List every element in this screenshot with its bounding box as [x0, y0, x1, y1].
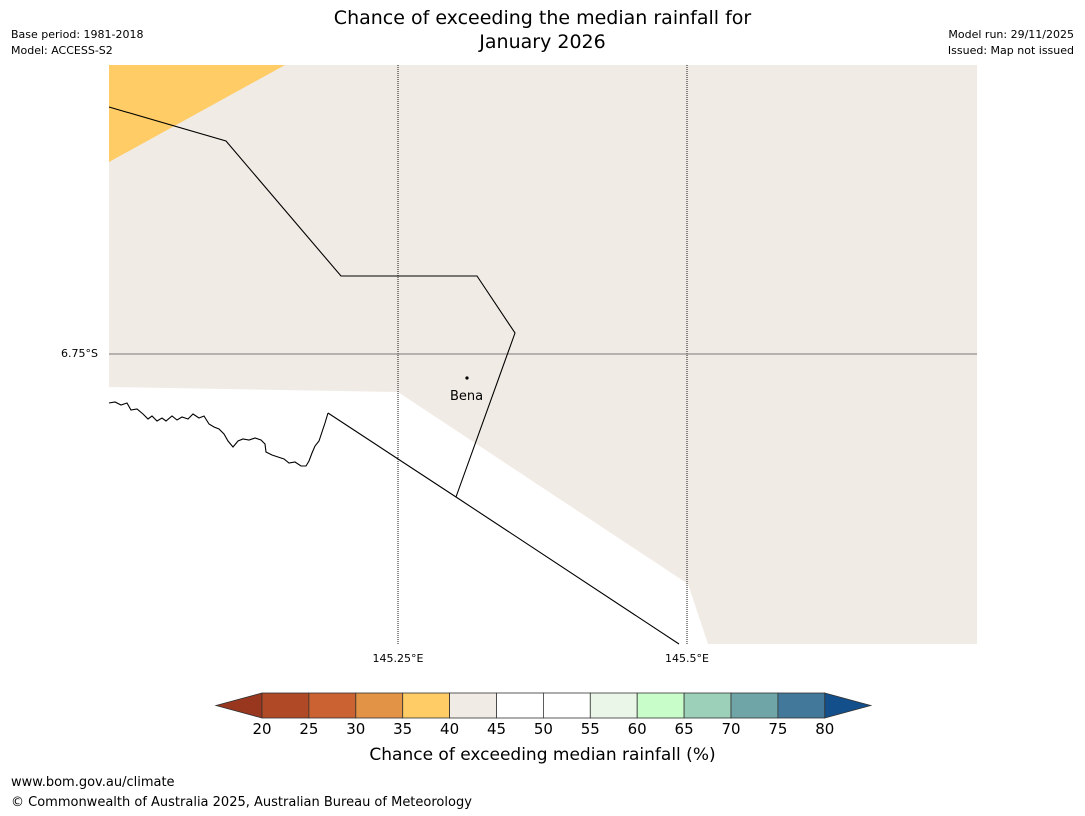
colorbar-segment	[402, 692, 451, 719]
bena-marker	[465, 376, 469, 380]
colorbar-segment	[589, 692, 638, 719]
colorbar-segment	[730, 692, 779, 719]
colorbar-segment	[449, 692, 497, 719]
colorbar-tick-label: 50	[533, 720, 553, 738]
footer-url: www.bom.gov.au/climate	[11, 775, 175, 790]
colorbar-label: Chance of exceeding median rainfall (%)	[369, 745, 716, 765]
province-border-south	[327, 412, 680, 645]
colorbar-segment	[636, 692, 685, 719]
lat-label: 6.75°S	[61, 347, 98, 360]
title-line-1: Chance of exceeding the median rainfall …	[333, 7, 752, 29]
colorbar-segment	[308, 692, 357, 719]
colorbar-tick-label: 30	[346, 720, 366, 738]
colorbar-tick-label: 20	[252, 720, 272, 738]
colorbar-tick-label: 80	[815, 720, 835, 738]
base-period: Base period: 1981-2018	[11, 28, 144, 41]
colorbar-segment	[261, 692, 310, 719]
colorbar-tick-label: 60	[627, 720, 647, 738]
colorbar-segment	[777, 692, 826, 719]
band-35-40-region	[109, 65, 285, 162]
colorbar-segment	[355, 692, 404, 719]
meta-left: Base period: 1981-2018 Model: ACCESS-S2	[11, 27, 143, 59]
colorbar-tick-label: 55	[580, 720, 600, 738]
colorbar-segment	[496, 692, 544, 719]
colorbar-tick-label: 75	[768, 720, 788, 738]
place-label-bena: Bena	[450, 389, 484, 404]
model-run: Model run: 29/11/2025	[948, 28, 1074, 41]
colorbar-under-arrow	[214, 692, 263, 719]
issued-status: Issued: Map not issued	[947, 44, 1074, 57]
footer-copyright: © Commonwealth of Australia 2025, Austra…	[11, 795, 472, 810]
colorbar-tick-label: 65	[674, 720, 694, 738]
coastline	[108, 401, 329, 467]
province-border	[108, 106, 516, 498]
lon-label-145-25: 145.25°E	[372, 652, 424, 665]
colorbar-segment	[683, 692, 732, 719]
colorbar-tick-label: 40	[440, 720, 460, 738]
colorbar-tick-label: 35	[393, 720, 413, 738]
colorbar-tick-label: 25	[299, 720, 319, 738]
model-name: Model: ACCESS-S2	[11, 44, 113, 57]
colorbar-tick-label: 45	[486, 720, 507, 738]
colorbar-over-arrow	[824, 692, 873, 719]
lon-label-145-5: 145.5°E	[665, 652, 709, 665]
map-title: Chance of exceeding the median rainfall …	[0, 6, 1085, 54]
colorbar-tick-label: 70	[721, 720, 741, 738]
meta-right: Model run: 29/11/2025 Issued: Map not is…	[948, 27, 1074, 59]
colorbar-segment	[543, 692, 591, 719]
title-line-2: January 2026	[479, 31, 606, 53]
